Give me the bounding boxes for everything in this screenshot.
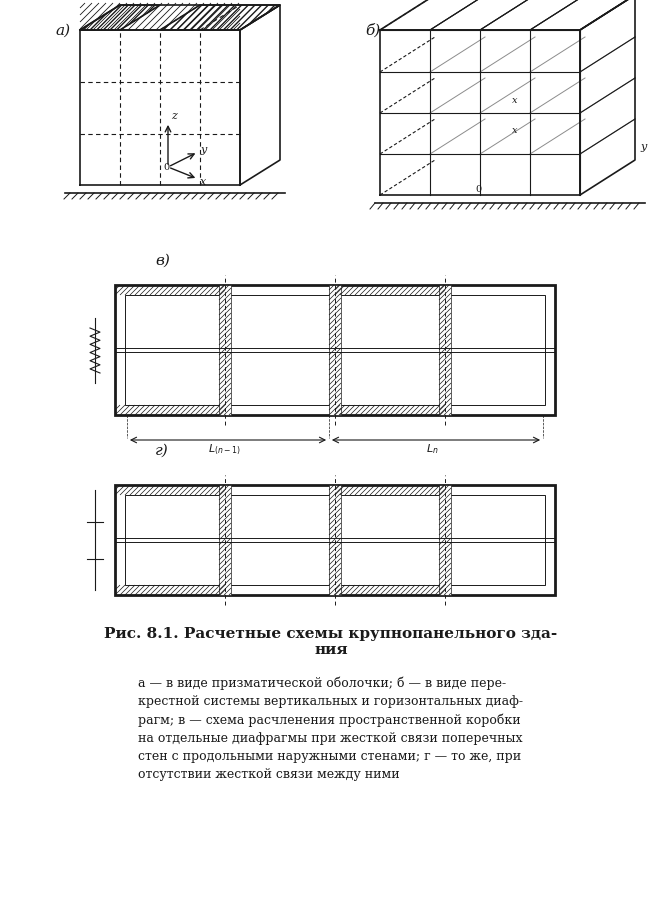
Text: б): б) <box>365 24 381 38</box>
Text: x: x <box>512 126 518 135</box>
Text: г): г) <box>155 444 169 458</box>
Text: x: x <box>512 96 518 105</box>
Bar <box>439 485 451 595</box>
Text: Рис. 8.1. Расчетные схемы крупнопанельного зда-
ния: Рис. 8.1. Расчетные схемы крупнопанельно… <box>104 627 558 657</box>
Text: в): в) <box>155 254 170 268</box>
Text: $L_n$: $L_n$ <box>426 442 439 456</box>
Text: x: x <box>200 177 206 187</box>
Bar <box>125 295 545 405</box>
Text: 0: 0 <box>475 185 481 194</box>
Text: а): а) <box>55 24 70 38</box>
Bar <box>125 495 545 585</box>
Text: а — в виде призматической оболочки; б — в виде пере-
крестной системы вертикальн: а — в виде призматической оболочки; б — … <box>139 677 524 781</box>
Bar <box>219 485 231 595</box>
Text: z: z <box>171 111 177 121</box>
Bar <box>219 285 231 415</box>
Bar <box>439 285 451 415</box>
Text: y: y <box>640 142 646 152</box>
Bar <box>115 285 555 415</box>
Text: y: y <box>200 145 206 155</box>
Polygon shape <box>160 5 280 30</box>
Bar <box>329 485 341 595</box>
Polygon shape <box>80 5 160 30</box>
Bar <box>115 485 555 595</box>
Text: $L_{(n-1)}$: $L_{(n-1)}$ <box>208 443 241 457</box>
Bar <box>329 285 341 415</box>
Text: 0: 0 <box>163 163 169 172</box>
